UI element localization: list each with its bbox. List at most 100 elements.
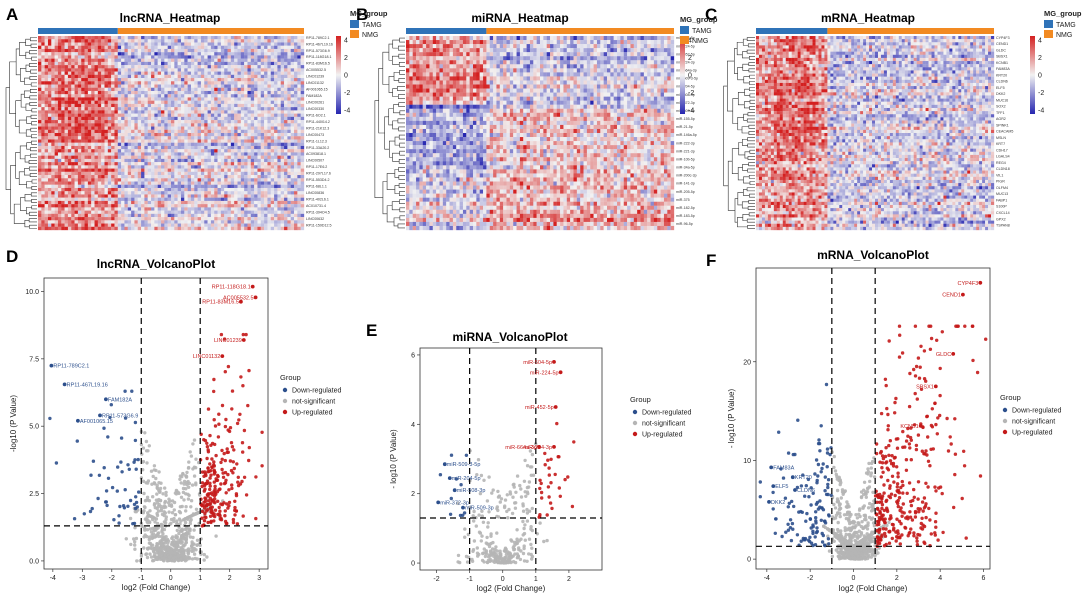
heatmap-cell	[224, 162, 228, 166]
heatmap-cell	[64, 207, 69, 211]
heatmap-cell	[94, 126, 99, 130]
heatmap-cell	[67, 39, 72, 43]
heatmap-cell	[260, 52, 265, 56]
heatmap-cell	[134, 187, 138, 192]
heatmap-cell	[194, 126, 198, 130]
heatmap-cell	[134, 100, 138, 105]
heatmap-cell	[204, 71, 208, 75]
heatmap-cell	[127, 149, 132, 153]
heatmap-cell	[297, 42, 301, 46]
heatmap-cell	[91, 168, 95, 172]
heatmap-cell	[161, 149, 165, 153]
heatmap-cell	[277, 187, 281, 192]
heatmap-cell	[190, 184, 195, 189]
heatmap-cell	[207, 90, 212, 95]
heatmap-cell	[210, 100, 215, 105]
heatmap-cell	[77, 78, 82, 82]
heatmap-cell	[190, 39, 195, 43]
heatmap-cell	[300, 142, 305, 147]
heatmap-cell	[217, 94, 222, 98]
heatmap-cell	[204, 178, 208, 182]
heatmap-cell	[107, 55, 112, 59]
heatmap-cell	[207, 184, 212, 189]
heatmap-cell	[260, 100, 265, 105]
heatmap-cell	[164, 100, 168, 105]
heatmap-cell	[187, 107, 192, 111]
heatmap-cell	[61, 133, 65, 137]
heatmap-cell	[237, 204, 241, 208]
heatmap-cell	[151, 158, 155, 163]
heatmap-cell	[38, 129, 42, 134]
heatmap-cell	[300, 36, 305, 40]
heatmap-cell	[154, 162, 158, 166]
heatmap-cell	[151, 120, 155, 124]
heatmap-cell	[141, 71, 145, 75]
heatmap-cell	[217, 103, 222, 108]
heatmap-cell	[210, 175, 215, 179]
heatmap-cell	[220, 94, 225, 98]
heatmap-cell	[94, 100, 99, 105]
heatmap-cell	[274, 65, 278, 69]
heatmap-cell	[274, 165, 278, 169]
heatmap-cell	[41, 217, 45, 221]
heatmap-cell	[101, 103, 105, 108]
row-label: RP11-118G18.1	[306, 55, 331, 59]
heatmap-cell	[84, 113, 89, 117]
heatmap-cell	[151, 181, 155, 185]
heatmap-cell	[77, 178, 82, 182]
heatmap-cell	[290, 191, 295, 195]
heatmap-cell	[161, 165, 165, 169]
heatmap-cell	[257, 223, 261, 227]
heatmap-cell	[260, 213, 265, 218]
heatmap-cell	[71, 158, 75, 163]
heatmap-cell	[234, 120, 238, 124]
heatmap-cell	[220, 65, 225, 69]
heatmap-cell	[94, 191, 99, 195]
heatmap-cell	[280, 165, 285, 169]
heatmap-cell	[227, 123, 232, 127]
heatmap-cell	[187, 165, 192, 169]
heatmap-cell	[184, 162, 188, 166]
heatmap-cell	[432, 36, 437, 41]
heatmap-cell	[121, 78, 125, 82]
heatmap-cell	[101, 213, 105, 218]
heatmap-cell	[54, 45, 59, 50]
heatmap-cell	[194, 152, 198, 156]
heatmap-cell	[200, 113, 205, 117]
heatmap-cell	[84, 45, 89, 50]
heatmap-cell	[240, 168, 245, 172]
heatmap-cell	[184, 226, 188, 231]
heatmap-cell	[127, 120, 132, 124]
heatmap-cell	[101, 133, 105, 137]
heatmap-cell	[167, 55, 172, 59]
heatmap-cell	[200, 107, 205, 111]
heatmap-cell	[274, 87, 278, 92]
heatmap-cell	[224, 110, 228, 114]
heatmap-cell	[64, 226, 69, 231]
heatmap-cell	[207, 168, 212, 172]
heatmap-cell	[44, 136, 49, 140]
heatmap-cell	[167, 187, 172, 192]
heatmap-cell	[197, 97, 202, 101]
heatmap-cell	[161, 55, 165, 59]
heatmap-cell	[230, 116, 235, 121]
heatmap-cell	[227, 204, 232, 208]
heatmap-cell	[67, 145, 72, 150]
heatmap-cell	[250, 100, 255, 105]
heatmap-cell	[294, 139, 298, 143]
heatmap-cell	[187, 175, 192, 179]
heatmap-cell	[54, 39, 59, 43]
heatmap-cell	[164, 39, 168, 43]
heatmap-cell	[200, 191, 205, 195]
heatmap-cell	[94, 220, 99, 224]
heatmap-cell	[207, 223, 212, 227]
heatmap-cell	[101, 191, 105, 195]
heatmap-cell	[214, 178, 218, 182]
heatmap-cell	[141, 168, 145, 172]
heatmap-cell	[220, 145, 225, 150]
heatmap-cell	[224, 213, 228, 218]
heatmap-cell	[47, 136, 52, 140]
heatmap-cell	[426, 36, 430, 41]
heatmap-cell	[104, 220, 108, 224]
heatmap-cell	[197, 45, 202, 50]
